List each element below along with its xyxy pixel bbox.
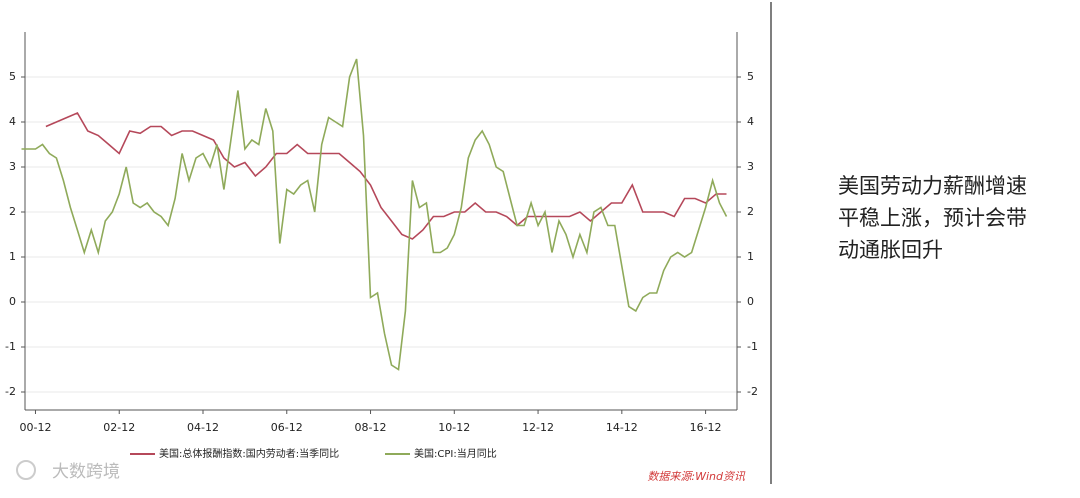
y2-tick-label: -2 [747,385,758,398]
y-tick-label: -1 [5,340,16,353]
source: 数据来源:Wind资讯 [647,470,746,483]
x-tick-label: 00-12 [19,421,51,434]
y2-tick-label: -1 [747,340,758,353]
watermark: 大数跨境 [52,462,120,482]
series-line [45,111,727,240]
side-text: 动通胀回升 [838,238,943,262]
side-text: 美国劳动力薪酬增速 [838,174,1027,198]
y2-tick-label: 2 [747,205,754,218]
y-tick-label: 1 [9,250,16,263]
y-tick-label: 3 [9,160,16,173]
y-tick-label: 0 [9,295,16,308]
x-tick-label: 16-12 [690,421,722,434]
y-tick-label: 5 [9,70,16,83]
y2-tick-label: 1 [747,250,754,263]
series-line [21,58,728,371]
legend-label: 美国:CPI:当月同比 [414,447,497,460]
y-tick-label: -2 [5,385,16,398]
y2-tick-label: 4 [747,115,754,128]
legend-label: 美国:总体报酬指数:国内劳动者:当季同比 [159,447,339,460]
x-tick-label: 08-12 [355,421,387,434]
x-tick-label: 10-12 [438,421,470,434]
y2-tick-label: 0 [747,295,754,308]
y2-tick-label: 3 [747,160,754,173]
y-tick-label: 4 [9,115,16,128]
x-tick-label: 12-12 [522,421,554,434]
watermark-icon [16,460,36,480]
x-tick-label: 06-12 [271,421,303,434]
x-tick-label: 02-12 [103,421,135,434]
x-tick-label: 04-12 [187,421,219,434]
y2-tick-label: 5 [747,70,754,83]
y-tick-label: 2 [9,205,16,218]
side-text: 平稳上涨，预计会带 [838,206,1027,230]
x-tick-label: 14-12 [606,421,638,434]
